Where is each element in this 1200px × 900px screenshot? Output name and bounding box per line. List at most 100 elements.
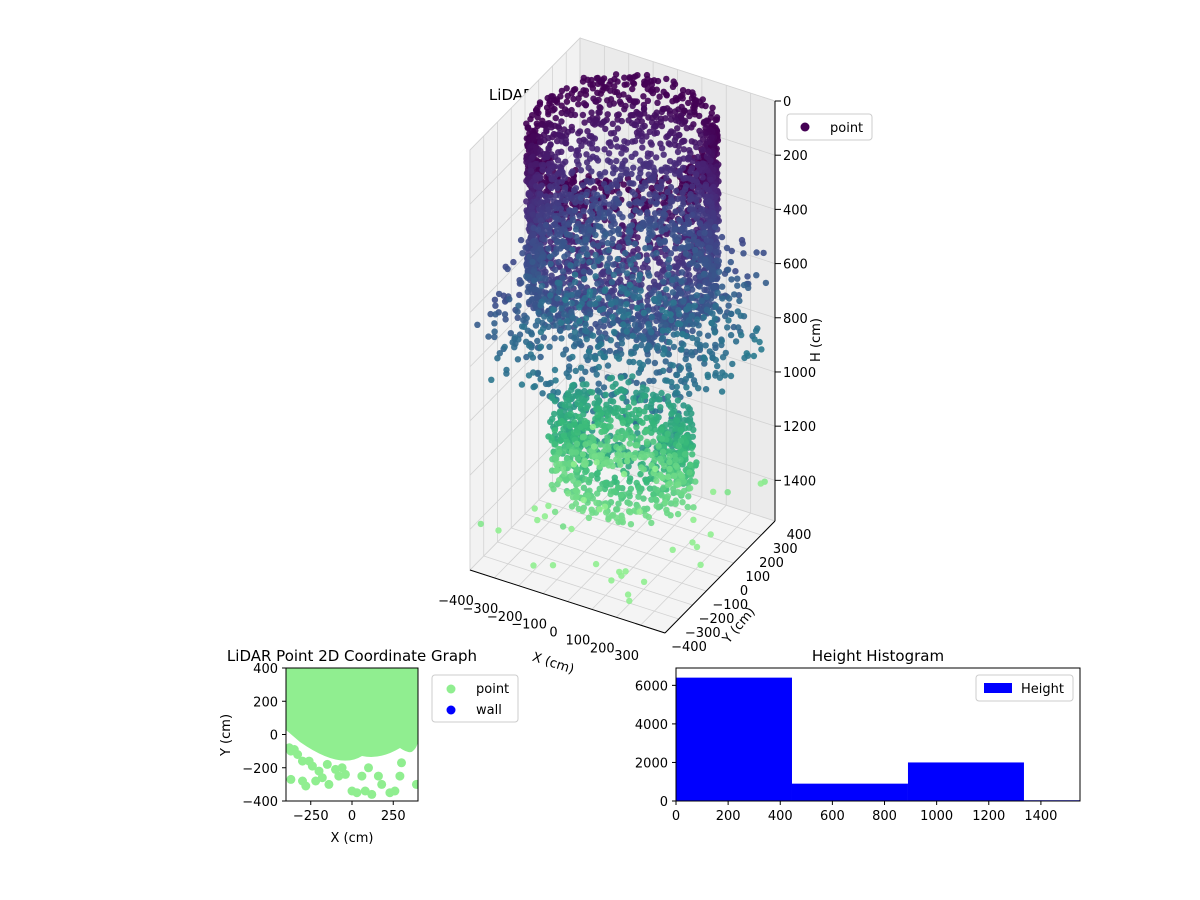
lidar-point-3d (684, 243, 691, 250)
lidar-point-3d (666, 480, 674, 487)
y-tick-3d: −300 (685, 626, 721, 641)
lidar-point-3d (644, 351, 651, 358)
lidar-point-2d (298, 756, 307, 766)
lidar-point-3d (653, 109, 660, 116)
lidar-point-3d (663, 286, 670, 293)
lidar-point-3d (485, 333, 492, 340)
lidar-point-3d (600, 209, 608, 216)
lidar-point-3d (609, 398, 617, 405)
lidar-point-3d (594, 89, 601, 97)
lidar-point-3d (507, 330, 514, 337)
lidar-point-3d (696, 283, 703, 290)
lidar-point-3d (592, 560, 600, 568)
lidar-point-3d (584, 128, 591, 135)
lidar-point-3d (654, 271, 661, 278)
lidar-point-3d (477, 520, 484, 528)
lidar-point-3d (669, 165, 677, 172)
lidar-point-3d (580, 484, 588, 491)
lidar-point-3d (602, 231, 610, 238)
lidar-point-3d (538, 254, 546, 261)
lidar-point-3d (607, 417, 614, 424)
lidar-point-3d (594, 215, 601, 223)
lidar-point-3d (492, 311, 499, 318)
lidar-point-3d (639, 419, 646, 426)
lidar-point-3d (556, 476, 563, 484)
lidar-point-3d (724, 489, 731, 496)
lidar-point-3d (672, 462, 680, 469)
lidar-point-3d (567, 282, 575, 289)
lidar-point-3d (669, 231, 676, 238)
lidar-point-3d (510, 258, 517, 266)
lidar-point-3d (592, 200, 600, 207)
lidar-point-2d (367, 789, 377, 799)
lidar-point-3d (607, 481, 614, 488)
lidar-point-3d (727, 258, 734, 266)
lidar-point-3d (628, 315, 636, 323)
lidar-point-3d (582, 315, 590, 322)
lidar-point-3d (633, 343, 640, 351)
lidar-point-3d (651, 359, 659, 367)
lidar-point-3d (636, 113, 643, 121)
x-tick-histogram: 0 (672, 809, 680, 824)
lidar-point-3d (580, 496, 587, 504)
lidar-point-3d (696, 230, 703, 237)
lidar-point-3d (751, 336, 758, 343)
lidar-point-3d (580, 208, 587, 215)
lidar-point-3d (646, 191, 653, 198)
lidar-point-3d (601, 503, 609, 510)
z-tick-3d: 800 (783, 312, 808, 327)
lidar-point-3d (601, 199, 608, 206)
lidar-point-2d (377, 779, 387, 789)
lidar-point-3d (663, 230, 670, 238)
lidar-point-3d (547, 292, 554, 299)
lidar-point-3d (600, 75, 608, 82)
lidar-point-3d (573, 158, 581, 165)
lidar-point-3d (637, 287, 644, 294)
lidar-point-3d (676, 320, 684, 328)
lidar-point-3d (686, 372, 693, 379)
lidar-point-3d (647, 198, 655, 205)
lidar-point-3d (702, 102, 709, 110)
lidar-point-3d (635, 493, 642, 500)
lidar-point-3d (663, 506, 670, 514)
lidar-point-3d (671, 226, 679, 233)
lidar-point-3d (548, 175, 555, 182)
lidar-point-3d (579, 263, 586, 270)
x-tick-3d: 100 (565, 633, 590, 648)
lidar-point-3d (586, 258, 593, 266)
lidar-point-3d (577, 423, 584, 431)
lidar-point-3d (664, 473, 672, 480)
lidar-point-3d (630, 358, 637, 366)
lidar-point-3d (630, 164, 637, 171)
lidar-point-3d (546, 253, 554, 260)
lidar-point-3d (634, 245, 641, 253)
lidar-point-3d (760, 249, 767, 257)
lidar-point-3d (538, 298, 545, 305)
lidar-point-3d (658, 178, 665, 185)
lidar-point-3d (539, 390, 546, 397)
lidar-point-3d (585, 348, 593, 355)
lidar-point-3d (594, 490, 601, 497)
lidar-point-3d (640, 93, 647, 100)
lidar-point-3d (617, 276, 624, 283)
lidar-point-3d (610, 328, 618, 336)
lidar-point-3d (629, 332, 636, 339)
lidar-point-3d (530, 562, 537, 569)
grid-floor-x (615, 504, 727, 618)
lidar-point-3d (648, 119, 656, 126)
lidar-point-3d (692, 246, 699, 254)
lidar-point-3d (621, 74, 628, 81)
lidar-point-3d (580, 268, 587, 275)
lidar-point-3d (632, 450, 639, 457)
lidar-point-3d (718, 388, 726, 395)
lidar-point-3d (545, 380, 552, 388)
lidar-point-3d (551, 204, 559, 212)
lidar-point-3d (583, 467, 590, 474)
lidar-point-3d (609, 319, 617, 327)
y-tick-histogram: 4000 (635, 718, 668, 733)
lidar-point-3d (673, 371, 681, 379)
lidar-point-3d (548, 434, 555, 441)
lidar-point-3d (567, 145, 575, 152)
lidar-point-3d (556, 449, 563, 456)
lidar-point-3d (660, 443, 668, 450)
